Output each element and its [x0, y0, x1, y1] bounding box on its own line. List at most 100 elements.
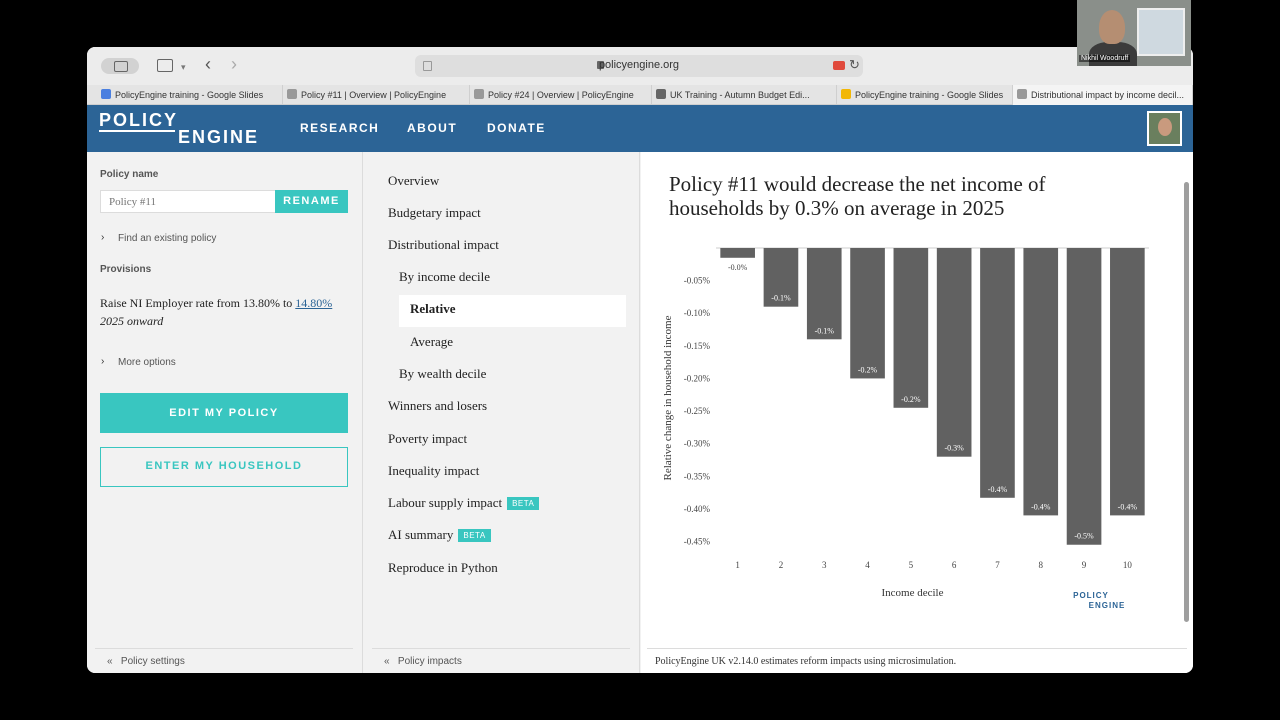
bar-data-label: -0.5% — [1074, 532, 1094, 541]
menu-item-reproduce-in-python[interactable]: Reproduce in Python — [388, 560, 498, 576]
menu-item-by-income-decile[interactable]: By income decile — [399, 269, 490, 285]
beta-badge: BETA — [458, 529, 491, 542]
logo-bottom[interactable]: ENGINE — [178, 127, 260, 147]
more-options-link[interactable]: More options — [118, 357, 176, 368]
x-tick-label: 5 — [909, 560, 914, 570]
bar-data-label: -0.4% — [988, 485, 1008, 494]
provision-text: Raise NI Employer rate from 13.80% to — [100, 296, 293, 310]
watermark-logo-bottom: ENGINE — [1089, 601, 1126, 610]
bar-data-label: -0.2% — [901, 395, 921, 404]
menu-item-average[interactable]: Average — [410, 334, 453, 350]
menu-item-poverty-impact[interactable]: Poverty impact — [388, 431, 467, 447]
provisions-label: Provisions — [100, 264, 152, 275]
tab-favicon-icon — [656, 89, 666, 99]
y-tick-label: -0.10% — [684, 308, 711, 318]
policy-name-label: Policy name — [100, 169, 159, 180]
bar-decile-10[interactable] — [1110, 248, 1145, 516]
beta-badge: BETA — [507, 497, 540, 510]
url-text[interactable]: policyengine.org — [598, 59, 680, 71]
tab-title: UK Training - Autumn Budget Edi... — [670, 90, 810, 100]
x-tick-label: 7 — [995, 560, 1000, 570]
policy-impacts-footer[interactable]: « Policy impacts — [372, 648, 630, 673]
extension-icon[interactable] — [833, 61, 845, 70]
menu-item-inequality-impact[interactable]: Inequality impact — [388, 463, 479, 479]
browser-window: ▾ ‹ › policyengine.org ↻ PolicyEngine tr… — [87, 47, 1193, 673]
back-icon[interactable]: ‹ — [205, 54, 211, 74]
menu-item-budgetary-impact[interactable]: Budgetary impact — [388, 205, 481, 221]
bar-decile-8[interactable] — [1023, 248, 1059, 516]
menu-item-ai-summary[interactable]: AI summary BETA — [388, 527, 491, 543]
chart-footer: PolicyEngine UK v2.14.0 estimates reform… — [647, 648, 1187, 673]
tab-favicon-icon — [474, 89, 484, 99]
page-icon — [423, 61, 432, 71]
x-axis-label: Income decile — [882, 587, 944, 599]
scrollbar[interactable] — [1184, 182, 1189, 622]
provision-value-link[interactable]: 14.80% — [295, 296, 333, 310]
bar-decile-9[interactable] — [1066, 248, 1102, 545]
find-existing-policy-link[interactable]: Find an existing policy — [118, 233, 217, 244]
nav-donate[interactable]: DONATE — [487, 121, 546, 135]
bar-decile-7[interactable] — [980, 248, 1015, 498]
bar-data-label: -0.4% — [1031, 502, 1051, 511]
x-tick-label: 1 — [735, 560, 740, 570]
bar-decile-4[interactable] — [850, 248, 885, 379]
edit-my-policy-button[interactable]: EDIT MY POLICY — [100, 393, 348, 433]
menu-item-relative[interactable]: Relative — [410, 301, 455, 317]
browser-tab[interactable]: Policy #11 | Overview | PolicyEngine — [283, 85, 470, 105]
rename-button[interactable]: RENAME — [275, 190, 348, 213]
logo-top[interactable]: POLICY — [99, 110, 179, 130]
browser-toolbar: ▾ ‹ › policyengine.org ↻ — [87, 47, 1193, 85]
browser-tab[interactable]: Distributional impact by income decil... — [1013, 85, 1193, 105]
y-tick-label: -0.05% — [684, 276, 711, 286]
policy-name-input[interactable] — [100, 190, 276, 213]
menu-item-label: Poverty impact — [388, 431, 468, 446]
user-avatar[interactable] — [1147, 111, 1182, 146]
menu-item-distributional-impact[interactable]: Distributional impact — [388, 237, 499, 253]
policy-settings-link[interactable]: Policy settings — [120, 656, 185, 667]
menu-item-winners-and-losers[interactable]: Winners and losers — [388, 398, 487, 414]
reload-icon[interactable]: ↻ — [849, 57, 860, 72]
chevron-right-icon[interactable]: › — [101, 356, 105, 367]
tab-title: PolicyEngine training - Google Slides — [115, 90, 264, 100]
forward-icon[interactable]: › — [231, 54, 237, 74]
chevron-down-icon[interactable]: ▾ — [181, 62, 186, 72]
bar-decile-5[interactable] — [893, 248, 929, 408]
lock-icon — [597, 61, 604, 69]
tab-bar: PolicyEngine training - Google Slides Pol… — [87, 85, 1193, 105]
webcam-name: Nikhil Woodruff — [1079, 55, 1131, 62]
browser-tab[interactable]: PolicyEngine training - Google Slides — [837, 85, 1013, 105]
x-tick-label: 9 — [1082, 560, 1087, 570]
browser-tab[interactable]: UK Training - Autumn Budget Edi... — [652, 85, 837, 105]
bar-decile-1[interactable] — [720, 248, 755, 258]
policy-settings-footer[interactable]: « Policy settings — [95, 648, 353, 673]
menu-item-overview[interactable]: Overview — [388, 173, 439, 189]
webcam-person-body — [1089, 42, 1137, 66]
sidebar-icon[interactable] — [157, 59, 173, 72]
menu-item-label: Average — [410, 334, 454, 349]
nav-about[interactable]: ABOUT — [407, 121, 458, 135]
chevron-right-icon[interactable]: › — [101, 232, 105, 243]
menu-item-label: AI summary — [388, 527, 454, 542]
sidebar-toggle-icon[interactable] — [101, 58, 139, 74]
webcam-overlay: Nikhil Woodruff — [1077, 0, 1191, 66]
double-chevron-left-icon: « — [384, 656, 390, 667]
bar-decile-6[interactable] — [936, 248, 972, 457]
menu-item-by-wealth-decile[interactable]: By wealth decile — [399, 366, 486, 382]
browser-tab[interactable]: Policy #24 | Overview | PolicyEngine — [470, 85, 652, 105]
enter-my-household-button[interactable]: ENTER MY HOUSEHOLD — [100, 447, 348, 487]
x-tick-label: 3 — [822, 560, 827, 570]
nav-research[interactable]: RESEARCH — [300, 121, 380, 135]
provision-description: Raise NI Employer rate from 13.80% to 14… — [100, 294, 340, 330]
bar-decile-3[interactable] — [806, 248, 842, 340]
browser-tab[interactable]: PolicyEngine training - Google Slides — [97, 85, 283, 105]
bar-data-label: -0.1% — [771, 294, 791, 303]
menu-item-label: Relative — [410, 301, 456, 316]
address-bar[interactable]: policyengine.org ↻ — [415, 55, 863, 77]
bar-decile-2[interactable] — [763, 248, 799, 307]
bar-data-label: -0.2% — [858, 365, 878, 374]
policy-impacts-link[interactable]: Policy impacts — [397, 656, 462, 667]
bar-data-label: -0.0% — [728, 263, 748, 272]
webcam-person — [1099, 10, 1125, 44]
menu-item-labour-supply-impact[interactable]: Labour supply impact BETA — [388, 495, 540, 511]
menu-item-label: Distributional impact — [388, 237, 499, 252]
